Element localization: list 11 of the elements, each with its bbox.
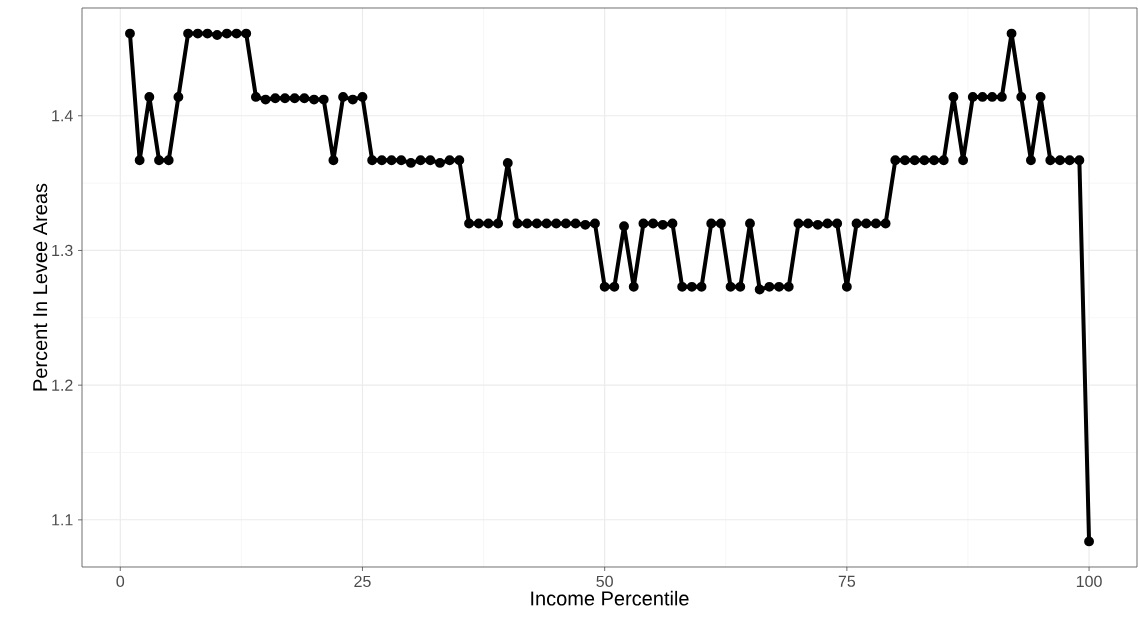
y-tick-label: 1.1 xyxy=(52,514,73,526)
x-axis-title: Income Percentile xyxy=(531,590,689,606)
x-tick-label: 50 xyxy=(596,575,613,588)
x-tick-label: 100 xyxy=(1076,575,1102,588)
y-tick-label: 1.4 xyxy=(52,110,73,122)
x-tick-label: 75 xyxy=(838,575,856,587)
y-axis-title: Percent In Levee Areas xyxy=(33,183,48,391)
y-tick-label: 1.2 xyxy=(52,379,73,391)
x-tick-label: 0 xyxy=(116,575,125,588)
y-tick-label: 1.3 xyxy=(52,244,73,257)
x-tick-label: 25 xyxy=(354,575,371,588)
